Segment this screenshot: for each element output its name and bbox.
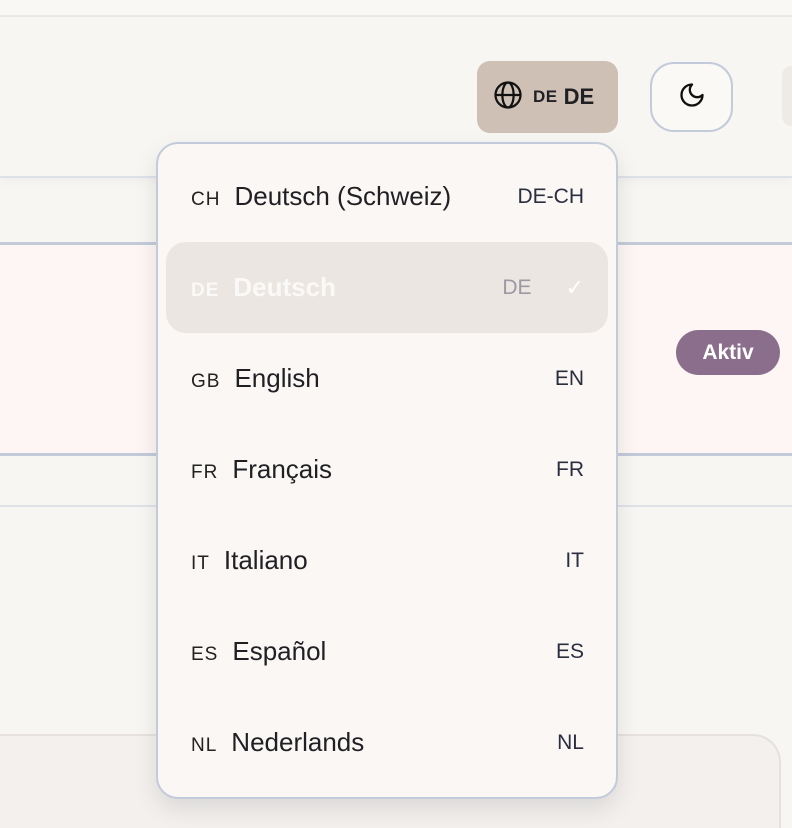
language-option-it[interactable]: IT Italiano IT (166, 515, 608, 606)
status-badge: Aktiv (676, 330, 780, 375)
language-option-en[interactable]: GB English EN (166, 333, 608, 424)
language-option-de-ch[interactable]: CH Deutsch (Schweiz) DE-CH (166, 151, 608, 242)
flag-label: ES (191, 643, 219, 665)
language-option-de[interactable]: DE Deutsch DE ✓ (166, 242, 608, 333)
language-code: DE (502, 275, 532, 299)
language-code: DE-CH (517, 184, 585, 208)
language-code: NL (557, 730, 584, 754)
language-button[interactable]: DE DE (477, 61, 618, 133)
theme-toggle-button[interactable] (650, 62, 733, 132)
language-code: DE (563, 84, 595, 109)
language-name: Español (232, 636, 327, 666)
avatar[interactable] (782, 66, 792, 126)
globe-icon (493, 80, 523, 115)
language-option-es[interactable]: ES Español ES (166, 606, 608, 697)
flag-label: DE (191, 279, 220, 301)
language-name: Deutsch (Schweiz) (234, 181, 452, 211)
language-code: IT (565, 548, 584, 572)
language-option-fr[interactable]: FR Français FR (166, 424, 608, 515)
flag-label: NL (191, 734, 218, 756)
language-name: Deutsch (233, 272, 336, 302)
language-flag: DE (533, 87, 558, 106)
check-icon: ✓ (565, 274, 584, 300)
language-option-nl[interactable]: NL Nederlands NL (166, 697, 608, 788)
language-name: English (234, 363, 320, 393)
language-name: Italiano (223, 545, 308, 575)
flag-label: GB (191, 370, 221, 392)
flag-label: FR (191, 461, 219, 483)
language-name: Nederlands (231, 727, 365, 757)
flag-label: CH (191, 188, 221, 210)
language-name: Français (232, 454, 333, 484)
language-code: ES (555, 639, 584, 663)
top-strip (0, 0, 792, 17)
language-menu: CH Deutsch (Schweiz) DE-CH DE Deutsch DE ✓ GB En… (156, 142, 618, 799)
flag-label: IT (191, 552, 210, 574)
language-code: EN (554, 366, 584, 390)
moon-icon (678, 81, 706, 114)
language-code: FR (556, 457, 584, 481)
